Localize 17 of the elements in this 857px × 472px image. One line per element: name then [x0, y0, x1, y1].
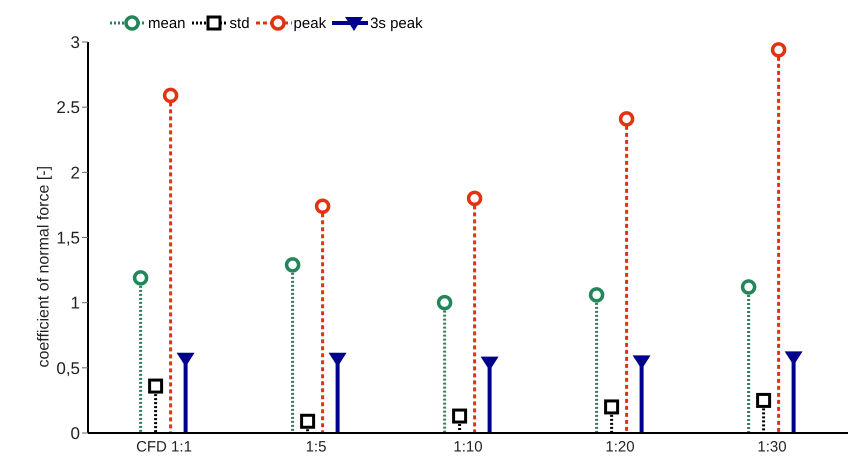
y-tick-label: 0,5: [56, 358, 80, 378]
x-tick-label: 1:5: [306, 438, 326, 456]
legend-label: peak: [294, 14, 326, 32]
x-tick-label: 1:20: [605, 438, 635, 456]
x-tick-label: 1:10: [453, 438, 483, 456]
legend-label: std: [230, 14, 250, 32]
y-tick-label: 1,5: [56, 228, 80, 248]
y-tick-label: 0: [70, 424, 80, 444]
legend-label: mean: [148, 14, 186, 32]
x-tick-label: 1:30: [757, 438, 787, 456]
y-tick-label: 3: [70, 33, 80, 52]
x-tick-label: CFD 1:1: [136, 438, 192, 456]
y-axis-title: coefficient of normal force [-]: [36, 166, 53, 368]
y-tick-label: 2.5: [56, 98, 80, 118]
y-tick-label: 2: [70, 163, 80, 182]
legend-label: 3s peak: [370, 14, 423, 32]
y-tick-label: 1: [70, 294, 80, 313]
